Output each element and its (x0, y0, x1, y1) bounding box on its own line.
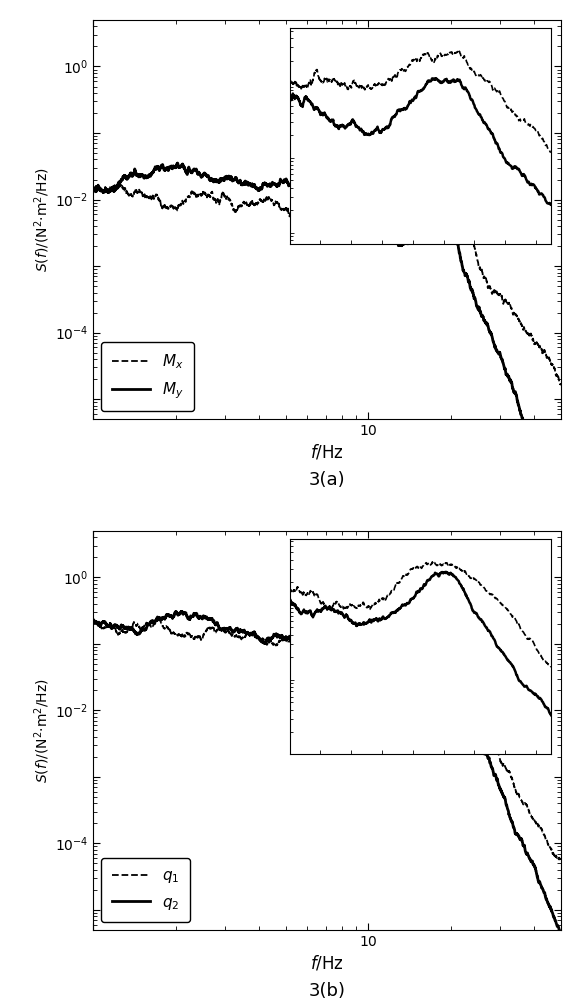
$q_1$ (90, 615, 97, 627)
$q_1$ (269, 638, 276, 650)
$q_2$ (548, 905, 555, 917)
$M_x$ (90, 182, 97, 194)
$q_1$ (548, 844, 555, 856)
Legend: $q_1$, $q_2$: $q_1$, $q_2$ (101, 858, 190, 922)
Text: 3(b): 3(b) (308, 982, 346, 1000)
$M_x$ (498, 290, 505, 302)
$M_x$ (269, 195, 276, 207)
$q_2$ (90, 615, 97, 627)
Y-axis label: $S(f)$/(N$^{2}$·m$^{2}$/Hz): $S(f)$/(N$^{2}$·m$^{2}$/Hz) (33, 678, 53, 783)
X-axis label: $f$/Hz: $f$/Hz (310, 953, 344, 972)
Line: $M_x$: $M_x$ (93, 171, 561, 385)
Y-axis label: $S(f)$/(N$^{2}$·m$^{2}$/Hz): $S(f)$/(N$^{2}$·m$^{2}$/Hz) (33, 167, 53, 272)
$M_y$ (498, 353, 505, 365)
$q_2$ (557, 928, 564, 940)
$M_y$ (90, 182, 97, 194)
Line: $q_2$: $q_2$ (93, 611, 561, 935)
$q_2$ (557, 929, 564, 941)
$M_y$ (171, 161, 178, 173)
$M_y$ (290, 181, 297, 193)
Legend: $M_x$, $M_y$: $M_x$, $M_y$ (101, 342, 194, 411)
$q_2$ (171, 608, 178, 620)
Text: 3(a): 3(a) (309, 471, 345, 489)
$M_x$ (557, 379, 564, 391)
$M_x$ (143, 191, 150, 203)
$q_1$ (498, 757, 505, 769)
$M_y$ (557, 487, 564, 499)
$M_y$ (548, 467, 555, 479)
$M_y$ (143, 171, 150, 183)
$q_1$ (557, 855, 564, 867)
$M_x$ (442, 165, 449, 177)
$M_x$ (548, 359, 555, 371)
$M_y$ (174, 157, 181, 169)
$q_2$ (143, 621, 150, 633)
$q_1$ (289, 632, 296, 644)
Line: $M_y$: $M_y$ (93, 163, 561, 494)
$M_x$ (557, 378, 564, 390)
$q_1$ (143, 618, 150, 630)
$M_x$ (289, 205, 296, 217)
Line: $q_1$: $q_1$ (93, 606, 561, 861)
$q_2$ (269, 631, 276, 643)
$M_y$ (269, 177, 276, 189)
$M_x$ (171, 203, 178, 215)
$q_2$ (179, 605, 186, 617)
$q_2$ (290, 635, 297, 647)
$q_1$ (171, 628, 178, 640)
$q_1$ (431, 600, 438, 612)
$M_y$ (557, 488, 564, 500)
X-axis label: $f$/Hz: $f$/Hz (310, 442, 344, 461)
$q_2$ (498, 785, 505, 797)
